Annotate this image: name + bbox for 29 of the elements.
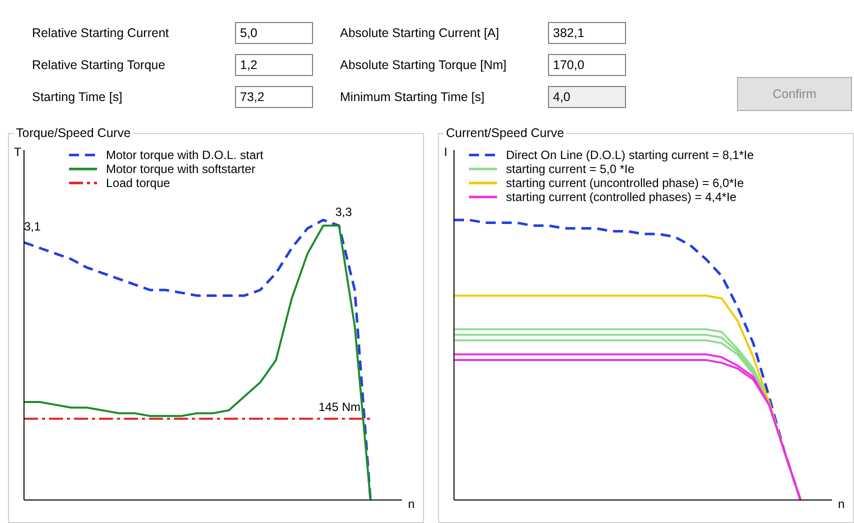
legend-label: Motor torque with softstarter: [106, 162, 256, 176]
text: 5,0: [235, 22, 313, 44]
annotation: 3,1: [24, 219, 42, 234]
legend-label: starting current = 5,0 *Ie: [506, 162, 634, 176]
text: Relative Starting Torque: [32, 58, 166, 72]
text: Absolute Starting Current [A]: [340, 26, 500, 40]
text: Starting Time [s]: [32, 90, 122, 104]
text: Confirm: [737, 77, 852, 111]
legend-label: Direct On Line (D.O.L) starting current = 8,1*Ie: [506, 148, 754, 162]
y-axis-title: I: [444, 145, 448, 159]
chart-title: Current/Speed Curve: [444, 126, 566, 140]
text: 73,2: [235, 86, 313, 108]
text: 382,1: [548, 22, 626, 44]
legend-label: starting current (controlled phases) = 4,4*Ie: [506, 190, 736, 204]
x-axis-title: n: [838, 497, 845, 511]
legend-label: starting current (uncontrolled phase) = 6,0*Ie: [506, 176, 744, 190]
text: Minimum Starting Time [s]: [340, 90, 484, 104]
chart-title: Torque/Speed Curve: [14, 126, 133, 140]
text: 4,0: [548, 86, 626, 108]
text: 3,3: [335, 205, 352, 219]
text: Absolute Starting Torque [Nm]: [340, 58, 507, 72]
x-axis-title: n: [408, 497, 415, 511]
text: 170,0: [548, 54, 626, 76]
text: Relative Starting Current: [32, 26, 169, 40]
y-axis-title: T: [14, 145, 22, 159]
annotation: 145 Nm: [318, 400, 360, 414]
legend-label: Load torque: [106, 176, 170, 190]
legend-label: Motor torque with D.O.L. start: [106, 148, 264, 162]
text: 1,2: [235, 54, 313, 76]
